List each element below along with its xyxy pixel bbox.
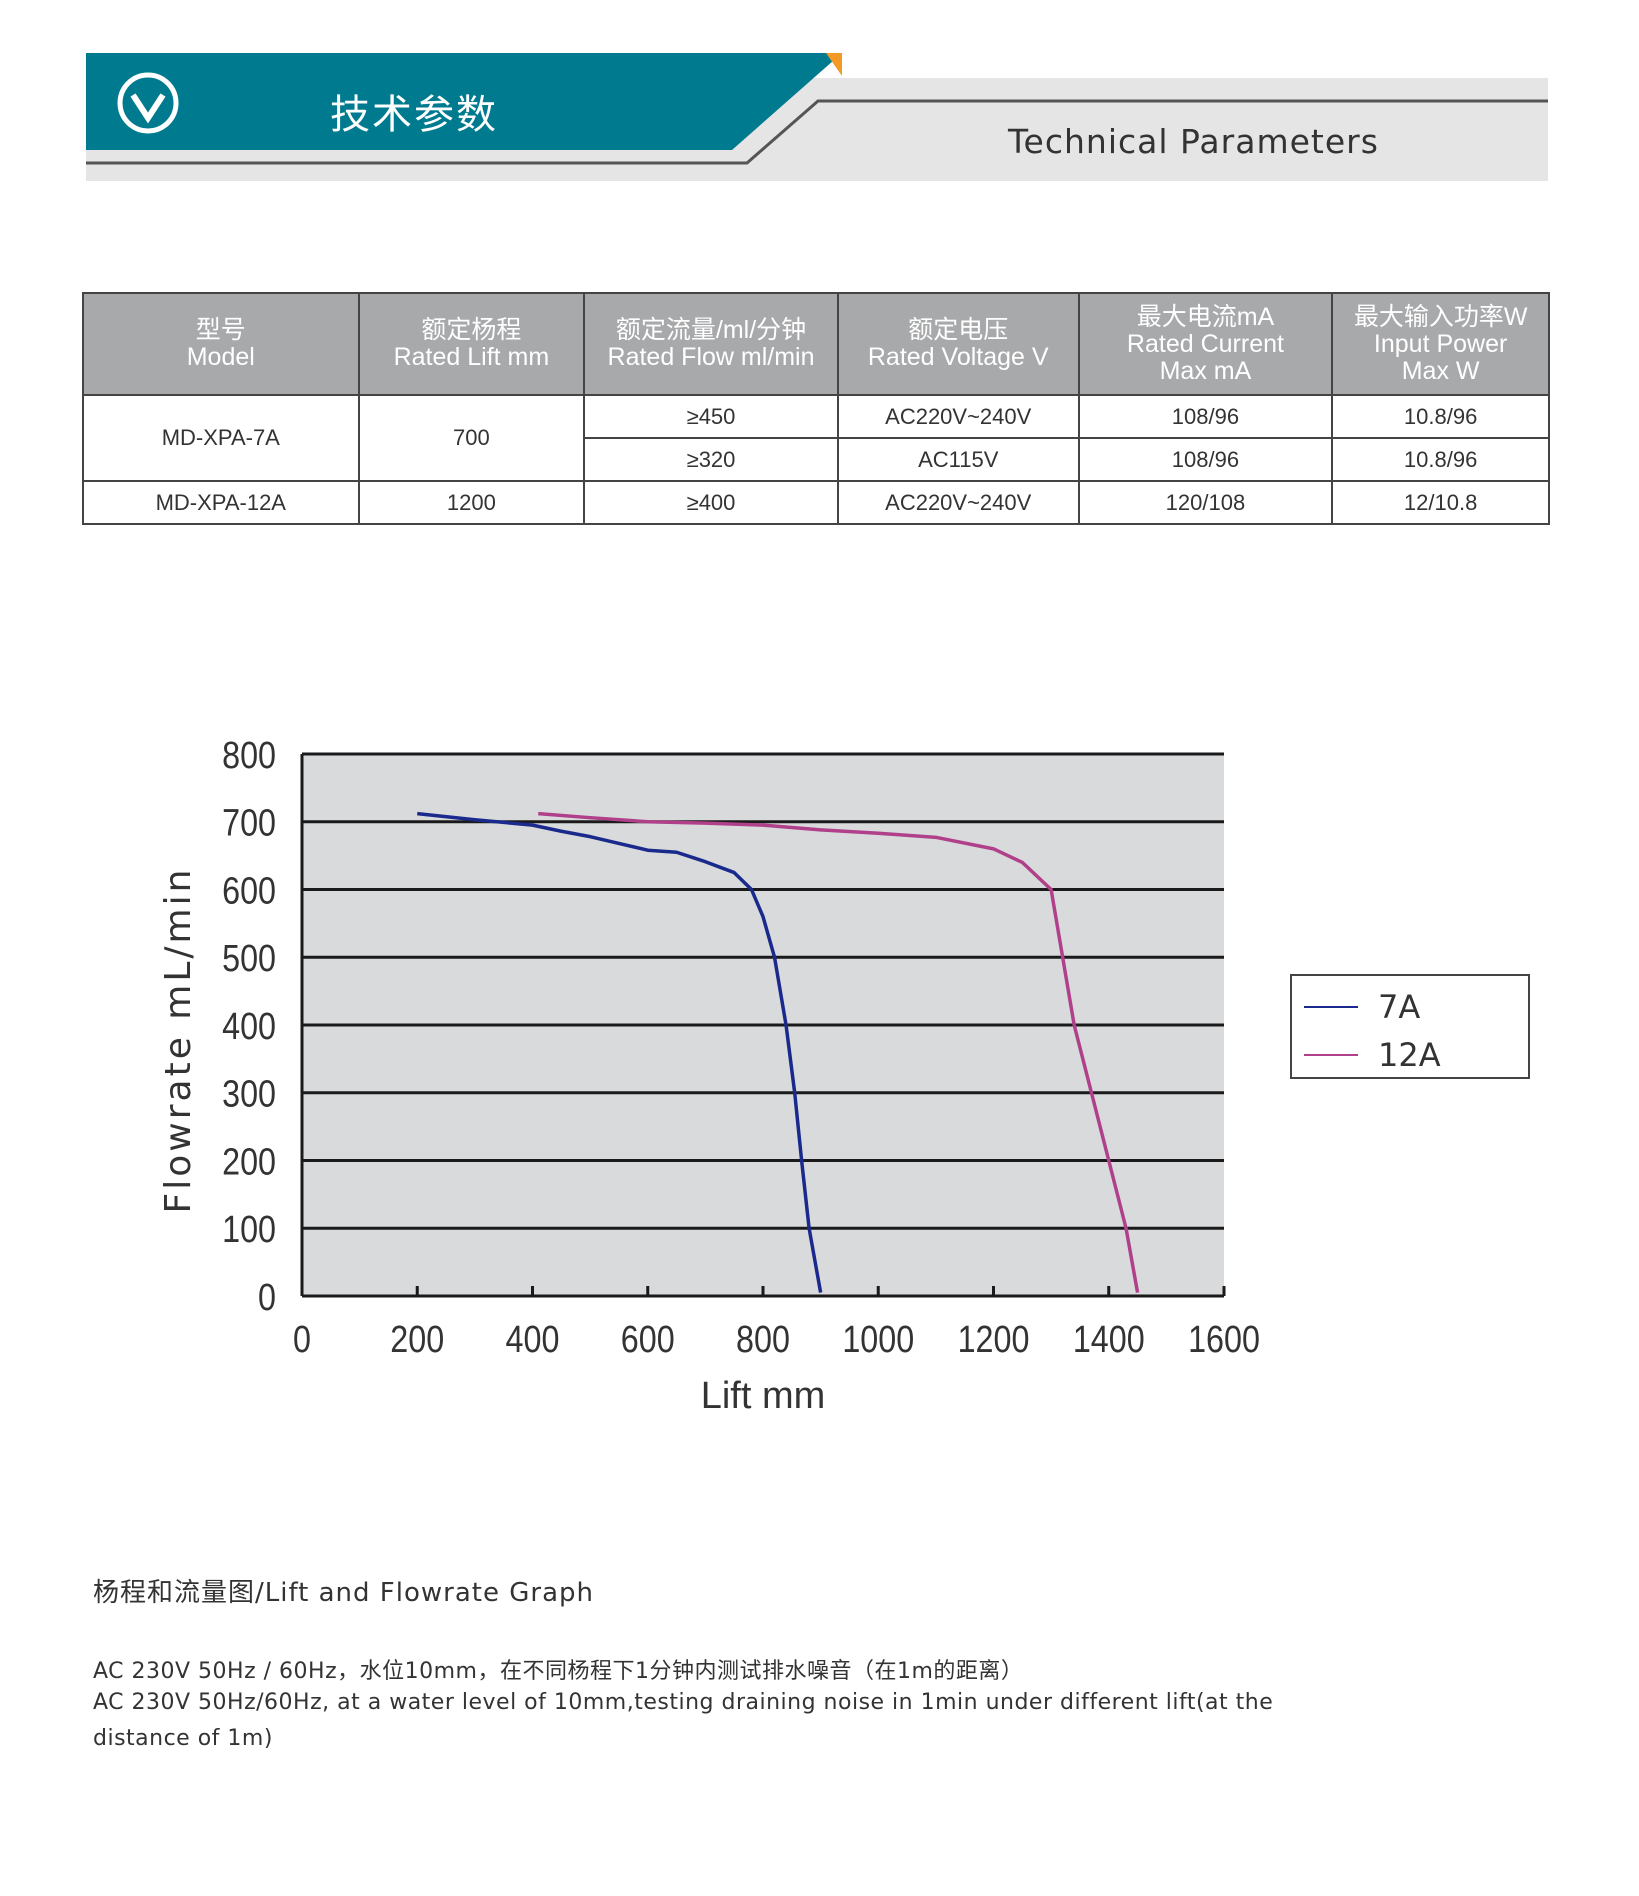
- circle-chevron-down-icon: [117, 72, 179, 134]
- page-title-en: Technical Parameters: [1008, 122, 1379, 161]
- x-tick-label: 200: [390, 1319, 444, 1361]
- x-tick-label: 0: [293, 1319, 311, 1361]
- col-lift: 额定杨程 Rated Lift mm: [357, 292, 586, 396]
- note-en-cont: distance of 1m): [93, 1726, 273, 1751]
- col-voltage: 额定电压 Rated Voltage V: [836, 292, 1080, 396]
- legend: 7A 12A: [1290, 974, 1530, 1079]
- legend-item-12a: 12A: [1304, 1036, 1441, 1074]
- lift-flowrate-chart: 0 100 200 300 400 500 600 700 800 0 200 400 600 800 10…: [158, 735, 1260, 1417]
- x-tick-label: 1600: [1188, 1319, 1260, 1361]
- x-tick-label: 800: [736, 1319, 790, 1361]
- spec-table: 型号 Model 额定杨程 Rated Lift mm 额定流量/ml/分钟 Rate…: [82, 292, 1550, 525]
- series-line-7a: [417, 811, 823, 1293]
- col-flow: 额定流量/ml/分钟 Rated Flow ml/min: [583, 292, 839, 396]
- y-tick-label: 600: [222, 870, 276, 912]
- y-tick-label: 0: [258, 1277, 276, 1319]
- y-axis-label: Flowrate mL/min: [158, 867, 199, 1214]
- header-graphic: [86, 53, 1548, 165]
- col-model: 型号 Model: [82, 292, 360, 396]
- y-tick-label: 300: [222, 1073, 276, 1115]
- note-cn: AC 230V 50Hz / 60Hz，水位10mm，在不同杨程下1分钟内测试排…: [93, 1659, 1024, 1684]
- col-power: 最大输入功率W Input Power Max W: [1331, 292, 1550, 396]
- x-tick-label: 600: [621, 1319, 675, 1361]
- y-tick-label: 100: [222, 1209, 276, 1251]
- x-axis-label: Lift mm: [701, 1375, 826, 1417]
- x-tick-label: 1000: [842, 1319, 914, 1361]
- table-row: MD-XPA-7A 700 ≥450 AC220V~240V 108/96 10…: [82, 394, 1550, 482]
- y-tick-label: 200: [222, 1141, 276, 1183]
- table-row: ≥320 AC115V 108/96 10.8/96: [83, 437, 1550, 482]
- series-line-12a: [538, 811, 1140, 1293]
- legend-item-7a: 7A: [1304, 988, 1420, 1026]
- col-current: 最大电流mA Rated Current Max mA: [1077, 292, 1334, 396]
- table-header-row: 型号 Model 额定杨程 Rated Lift mm 额定流量/ml/分钟 Rate…: [82, 292, 1550, 396]
- note-en: AC 230V 50Hz/60Hz, at a water level of 1…: [93, 1690, 1274, 1715]
- table-row: MD-XPA-12A 1200 ≥400 AC220V~240V 120/108…: [82, 480, 1550, 525]
- x-tick-label: 400: [506, 1319, 560, 1361]
- x-tick-label: 1200: [958, 1319, 1030, 1361]
- y-tick-label: 500: [222, 938, 276, 980]
- y-tick-label: 700: [222, 802, 276, 844]
- y-tick-label: 400: [222, 1006, 276, 1048]
- x-tick-label: 1400: [1073, 1319, 1145, 1361]
- chart-caption: 杨程和流量图/Lift and Flowrate Graph: [93, 1578, 594, 1608]
- page-title-cn: 技术参数: [330, 92, 498, 138]
- y-tick-label: 800: [222, 735, 276, 777]
